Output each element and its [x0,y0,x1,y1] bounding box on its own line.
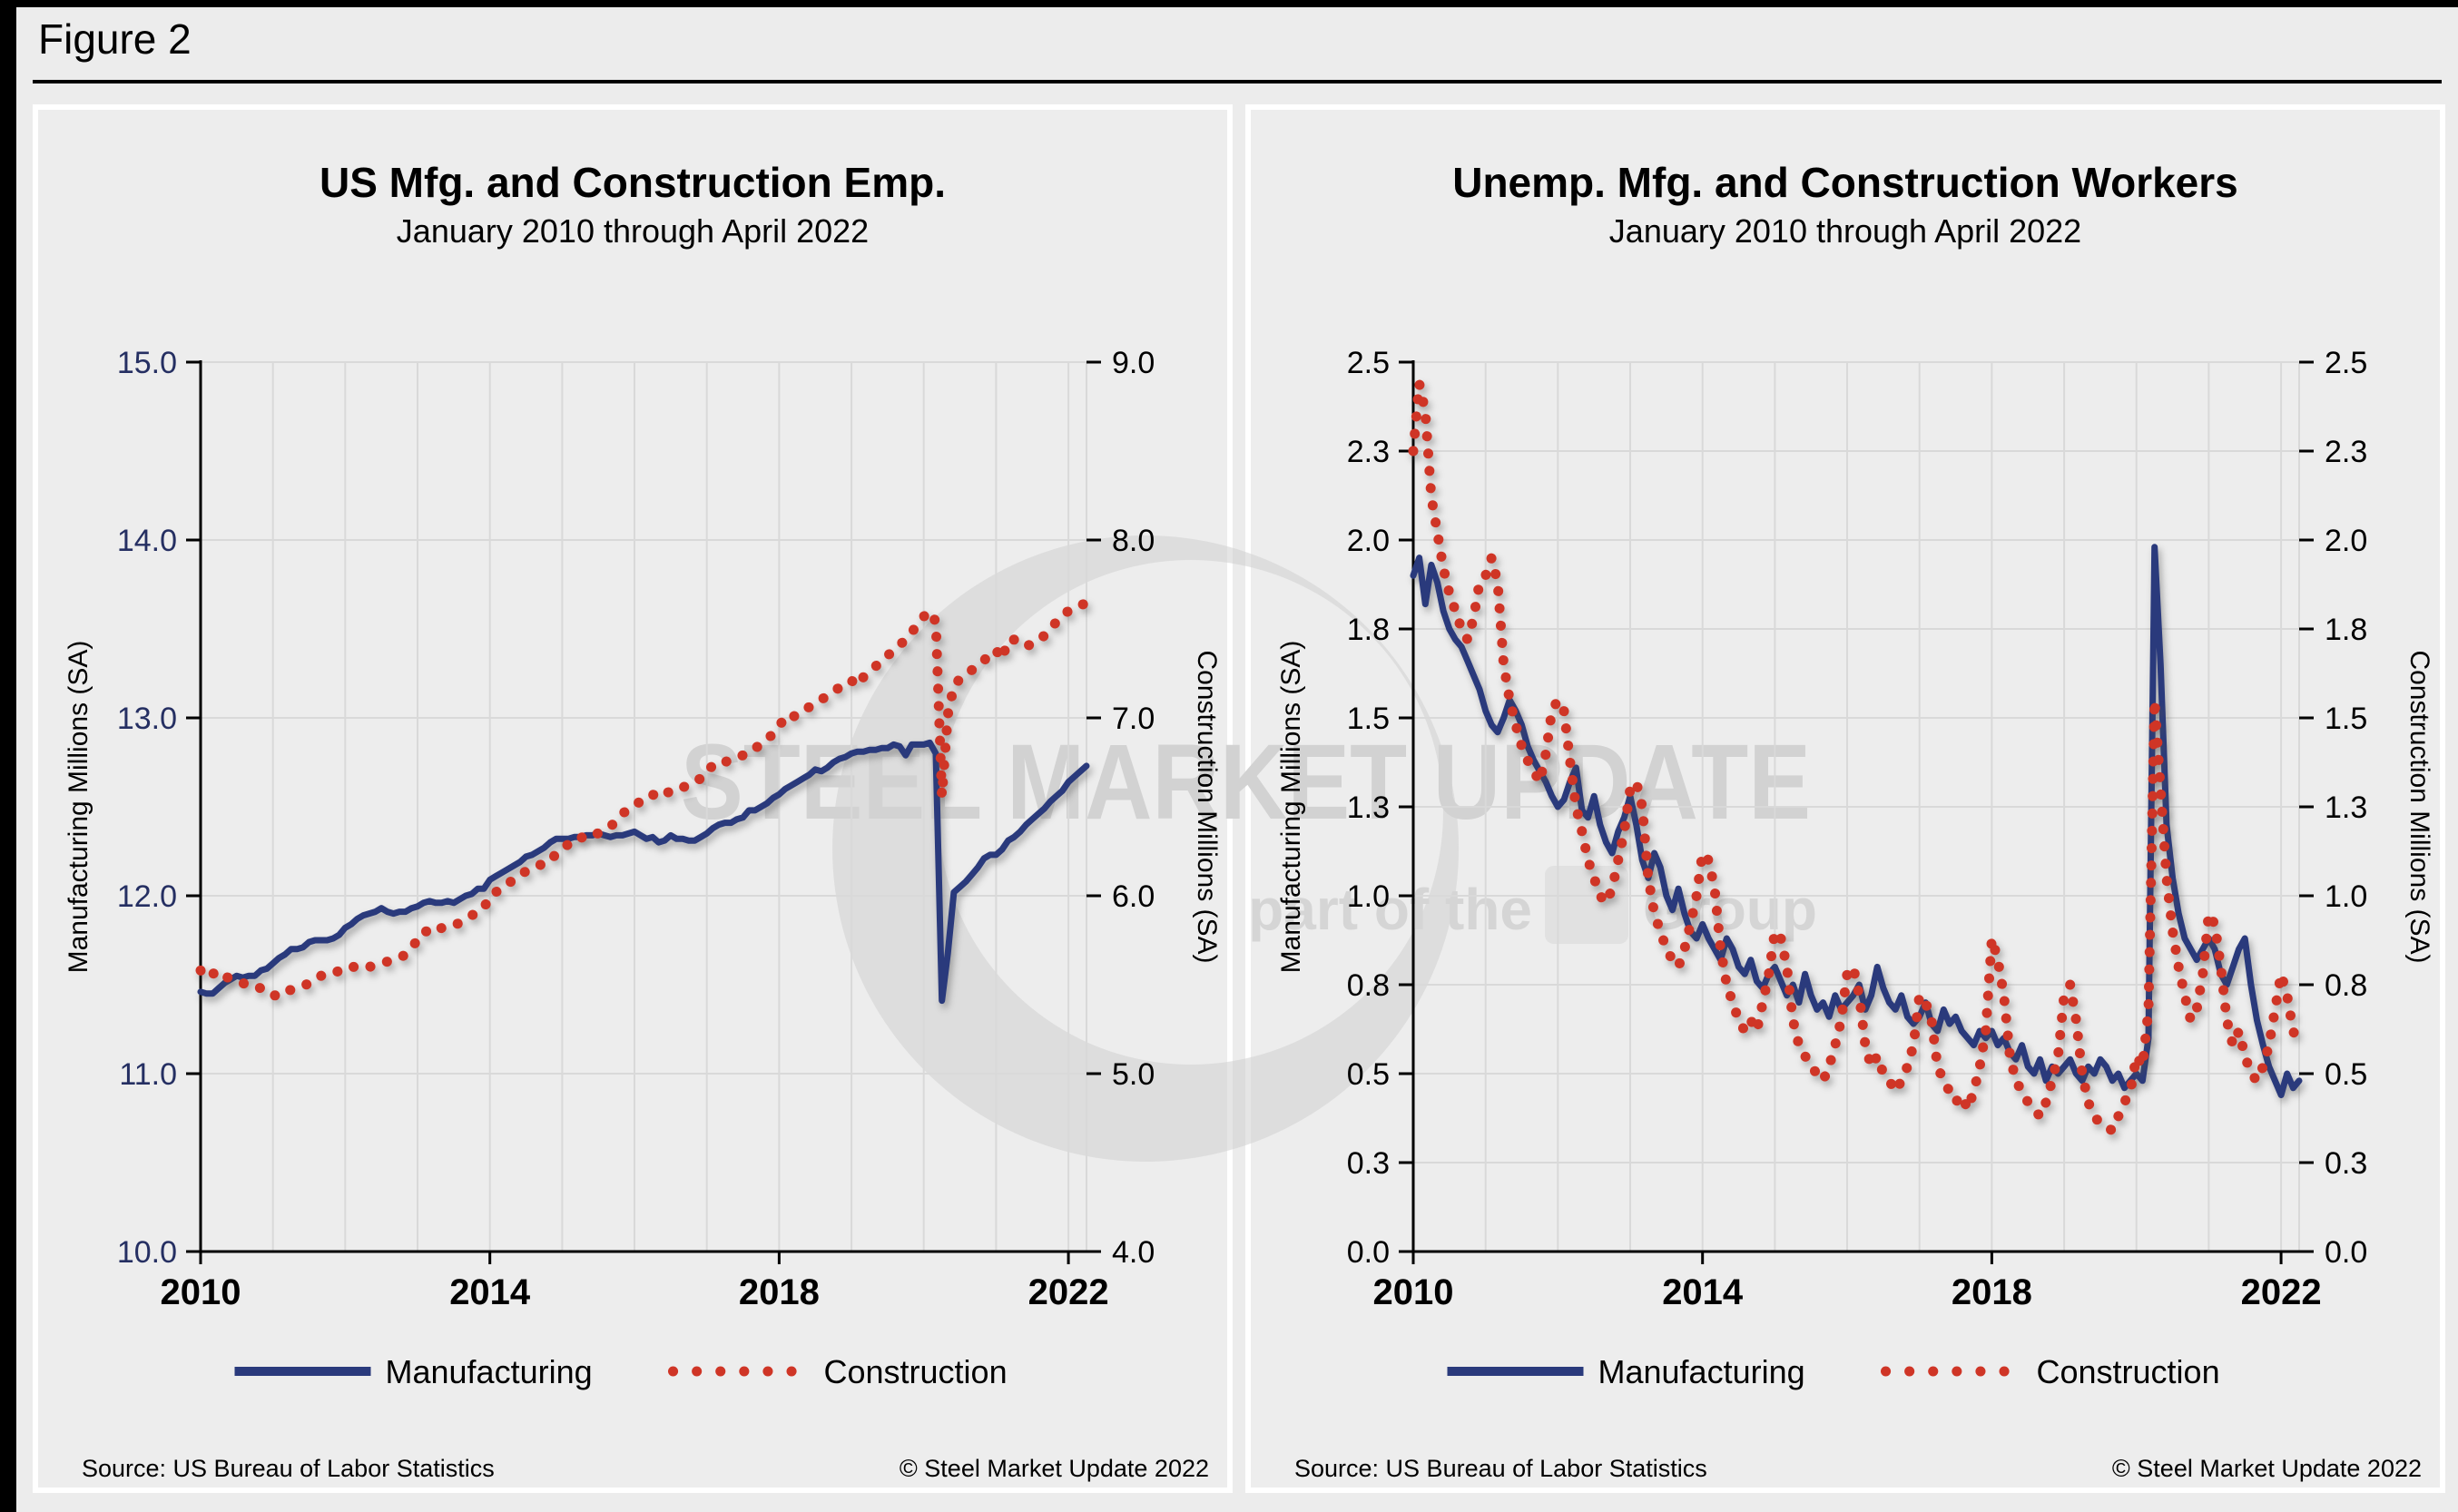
y-right-tick-label: 0.0 [2325,1235,2367,1270]
gridlines [200,361,1087,1252]
figure-label: Figure 2 [38,15,192,63]
y-left-tick-label: 2.5 [1347,346,1390,380]
legend-label-manufacturing: Manufacturing [386,1353,593,1390]
y-left-tick-label: 1.0 [1347,879,1390,914]
y-right-tick-label: 1.0 [2325,879,2367,914]
y-left-tick-label: 11.0 [119,1057,177,1092]
x-tick-label: 2010 [1373,1272,1454,1312]
series-manufacturing [197,739,1090,1005]
legend: Manufacturing Construction [1447,1353,2220,1390]
y-left-tick-label: 14.0 [117,524,177,558]
y-right-axis-title: Construction Millions (SA) [2404,650,2434,963]
chart-subtitle: January 2010 through April 2022 [1609,212,2081,250]
y-right-tick-label: 2.0 [2325,524,2367,558]
y-right-tick-label: 2.5 [2325,346,2367,380]
y-right-tick-label: 0.8 [2325,968,2367,1003]
x-axis: 2010 2014 2018 2022 [161,1252,1109,1312]
y-left-tick-label: 1.3 [1347,790,1390,825]
y-left-tick-label: 0.5 [1347,1057,1390,1092]
x-tick-label: 2018 [739,1272,820,1312]
y-left-axis-title: Manufacturing Millions (SA) [1276,641,1306,974]
y-right-tick-label: 0.3 [2325,1146,2367,1181]
legend-label-construction: Construction [2037,1353,2220,1390]
y-left-tick-label: 1.8 [1347,613,1390,647]
top-border-bar [0,0,2458,7]
y-axis-right: 9.0 8.0 7.0 6.0 5.0 4.0 [1086,346,1155,1270]
y-axis-left: 15.0 14.0 13.0 12.0 11.0 10.0 [117,346,201,1270]
y-left-axis-title: Manufacturing Millions (SA) [64,641,93,974]
y-left-tick-label: 2.3 [1347,435,1390,469]
y-left-tick-label: 1.5 [1347,702,1390,736]
y-right-tick-label: 6.0 [1112,879,1155,914]
copyright-note: © Steel Market Update 2022 [2112,1455,2422,1482]
axes [199,360,1086,1253]
source-note: Source: US Bureau of Labor Statistics [1294,1455,1707,1482]
y-right-tick-label: 2.3 [2325,435,2367,469]
chart-subtitle: January 2010 through April 2022 [397,212,869,250]
left-border-bar [0,0,16,1512]
copyright-note: © Steel Market Update 2022 [900,1455,1209,1482]
y-axis-left: 2.5 2.3 2.0 1.8 1.5 1.3 1.0 0.8 0.5 0.3 0.0 [1347,346,1413,1270]
y-left-tick-label: 15.0 [117,346,177,380]
y-axis-right: 2.5 2.3 2.0 1.8 1.5 1.3 1.0 0.8 0.5 0.3 0.0 [2299,346,2367,1270]
x-tick-label: 2014 [1662,1272,1744,1312]
legend-label-manufacturing: Manufacturing [1598,1353,1805,1390]
y-left-tick-label: 13.0 [117,702,177,736]
x-tick-label: 2022 [2241,1272,2322,1312]
y-right-tick-label: 0.5 [2325,1057,2367,1092]
x-tick-label: 2022 [1028,1272,1109,1312]
legend-label-construction: Construction [824,1353,1008,1390]
chart-panel-unemployment: Unemp. Mfg. and Construction Workers Janu… [1245,104,2445,1493]
x-tick-label: 2018 [1952,1272,2032,1312]
unemployment-chart-svg: Unemp. Mfg. and Construction Workers Janu… [1276,159,2434,1482]
y-left-tick-label: 10.0 [117,1235,177,1270]
x-tick-label: 2014 [449,1272,531,1312]
x-tick-label: 2010 [161,1272,241,1312]
y-right-tick-label: 1.8 [2325,613,2367,647]
y-left-tick-label: 0.0 [1347,1235,1390,1270]
header-rule [33,80,2442,83]
chart-title: US Mfg. and Construction Emp. [320,159,946,206]
y-right-tick-label: 5.0 [1112,1057,1155,1092]
y-right-axis-title: Construction Millions (SA) [1192,650,1222,963]
y-left-tick-label: 2.0 [1347,524,1390,558]
y-right-tick-label: 4.0 [1112,1235,1155,1270]
y-right-tick-label: 8.0 [1112,524,1155,558]
source-note: Source: US Bureau of Labor Statistics [82,1455,495,1482]
employment-chart-svg: US Mfg. and Construction Emp. January 201… [64,159,1222,1482]
y-left-tick-label: 0.3 [1347,1146,1390,1181]
y-right-tick-label: 1.5 [2325,702,2367,736]
y-right-tick-label: 9.0 [1112,346,1155,380]
chart-panel-employment: US Mfg. and Construction Emp. January 201… [33,104,1233,1493]
y-right-tick-label: 1.3 [2325,790,2367,825]
y-right-tick-label: 7.0 [1112,702,1155,736]
y-left-tick-label: 0.8 [1347,968,1390,1003]
x-axis: 2010 2014 2018 2022 [1373,1252,2322,1312]
legend: Manufacturing Construction [234,1353,1008,1390]
chart-title: Unemp. Mfg. and Construction Workers [1452,159,2238,206]
y-left-tick-label: 12.0 [117,879,177,914]
